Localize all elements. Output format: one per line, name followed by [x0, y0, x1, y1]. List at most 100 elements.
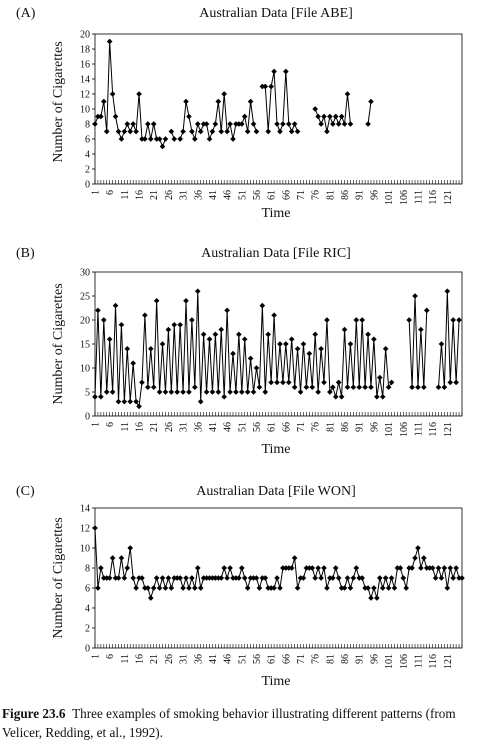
data-point [294, 128, 301, 135]
y-tick-label: 20 [80, 30, 90, 41]
data-point [150, 585, 157, 591]
x-tick-label: 6 [105, 190, 116, 195]
data-point [186, 389, 192, 395]
data-point [127, 128, 134, 135]
data-point [165, 326, 172, 333]
x-tick-label: 101 [384, 190, 395, 205]
data-point [326, 389, 333, 395]
chart-title-b: Australian Data [File RIC] [201, 246, 351, 261]
data-point [194, 288, 201, 295]
data-point [415, 384, 421, 391]
x-tick-label: 116 [428, 190, 439, 205]
data-point [365, 331, 371, 338]
data-point [230, 136, 236, 142]
data-point [156, 136, 163, 142]
data-point [291, 384, 298, 391]
data-point [315, 113, 322, 120]
data-point [156, 389, 163, 395]
data-point [285, 121, 292, 127]
data-point [150, 384, 157, 391]
data-point [106, 38, 113, 45]
data-point [268, 379, 275, 386]
x-tick-label: 16 [135, 190, 146, 200]
x-tick-label: 111 [413, 422, 424, 436]
data-point [244, 389, 251, 395]
data-point [106, 575, 113, 581]
y-tick-label: 20 [80, 316, 90, 327]
x-tick-label: 41 [208, 422, 219, 432]
data-point [153, 297, 160, 304]
x-tick-label: 81 [325, 190, 336, 200]
data-point [103, 389, 110, 395]
data-point [186, 113, 192, 120]
x-tick-label: 71 [296, 422, 307, 432]
data-point [362, 384, 368, 391]
data-point [326, 113, 333, 120]
x-tick-label: 31 [179, 654, 190, 664]
data-point [115, 398, 122, 405]
data-point [142, 312, 148, 319]
series-line [408, 295, 428, 388]
series-line [438, 291, 460, 388]
data-point [456, 317, 462, 323]
data-point [303, 384, 310, 391]
data-point [412, 555, 418, 561]
data-point [197, 585, 204, 591]
data-point [171, 321, 178, 328]
data-point [409, 384, 415, 391]
data-point [277, 341, 283, 347]
data-point [92, 393, 98, 400]
data-point [271, 312, 277, 319]
x-tick-label: 111 [413, 654, 424, 668]
x-tick-label: 96 [369, 654, 380, 664]
data-point [233, 389, 239, 395]
x-tick-label: 11 [120, 422, 131, 432]
x-tick-label: 106 [399, 654, 410, 669]
data-point [215, 98, 222, 105]
x-tick-label: 121 [443, 422, 454, 437]
y-tick-label: 18 [80, 45, 90, 56]
y-tick-label: 4 [85, 150, 90, 161]
data-point [253, 128, 260, 135]
y-tick-label: 2 [85, 165, 90, 176]
chart-panel-a: (A) Australian Data [File ABE] Number of… [0, 0, 488, 236]
data-point [415, 545, 421, 551]
x-tick-label: 116 [428, 654, 439, 669]
data-point [174, 389, 181, 395]
data-point [397, 565, 404, 571]
data-point [288, 565, 295, 571]
data-point [209, 128, 216, 135]
data-point [432, 575, 439, 581]
data-point [194, 121, 201, 127]
chart-title-c: Australian Data [File WON] [196, 484, 356, 499]
data-point [332, 113, 339, 120]
data-point [300, 341, 307, 347]
data-point [406, 317, 413, 323]
data-point [420, 555, 427, 561]
data-point [124, 565, 131, 571]
data-point [262, 83, 269, 90]
data-point [224, 128, 231, 135]
data-point [97, 565, 104, 571]
data-point [92, 525, 98, 531]
data-point [324, 317, 330, 323]
data-point [150, 121, 157, 127]
x-tick-label: 41 [208, 190, 219, 200]
data-point [250, 121, 257, 127]
x-tick-label: 66 [281, 422, 292, 432]
figure-caption-text: Three examples of smoking behavior illus… [2, 706, 456, 740]
data-point [288, 336, 295, 343]
data-point [115, 575, 122, 581]
data-point [189, 128, 195, 135]
data-point [259, 302, 266, 309]
y-tick-label: 25 [80, 292, 90, 303]
x-tick-label: 31 [179, 190, 190, 200]
x-tick-label: 91 [355, 190, 366, 200]
data-point [139, 379, 145, 386]
data-point [412, 293, 418, 299]
data-point [241, 113, 248, 120]
data-point [373, 595, 380, 601]
x-tick-label: 76 [311, 422, 322, 432]
figure-caption: Figure 23.6 Three examples of smoking be… [2, 704, 486, 742]
data-point [253, 575, 260, 581]
